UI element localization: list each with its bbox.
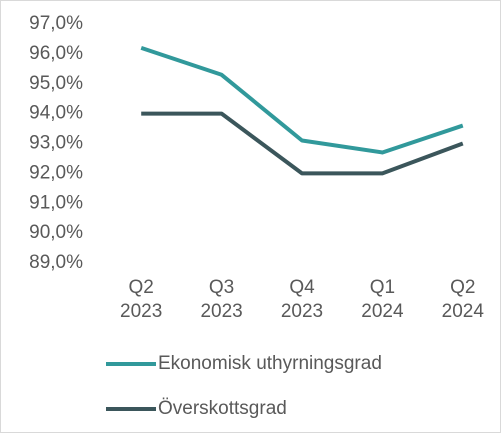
y-tick-label: 90,0%: [29, 222, 83, 243]
x-tick-label: Q1 2024: [361, 277, 404, 322]
legend-label: Ekonomisk uthyrningsgrad: [158, 353, 382, 374]
y-tick-label: 96,0%: [29, 43, 83, 64]
legend-label: Överskottsgrad: [158, 398, 287, 419]
x-tick-label: Q3 2023: [200, 277, 243, 322]
y-tick-label: 93,0%: [29, 133, 83, 154]
y-tick-label: 89,0%: [29, 252, 83, 273]
x-tick-label: Q2 2023: [120, 277, 163, 322]
series-line: [141, 111, 464, 176]
y-tick-label: 91,0%: [29, 192, 83, 213]
x-tick-label: Q4 2023: [280, 277, 324, 322]
series-line: [140, 46, 464, 155]
y-tick-label: 97,0%: [29, 13, 83, 34]
y-tick-label: 92,0%: [29, 162, 83, 183]
y-tick-label: 94,0%: [29, 103, 83, 124]
x-tick-label: Q2 2024: [441, 277, 484, 322]
y-tick-label: 95,0%: [29, 73, 83, 94]
